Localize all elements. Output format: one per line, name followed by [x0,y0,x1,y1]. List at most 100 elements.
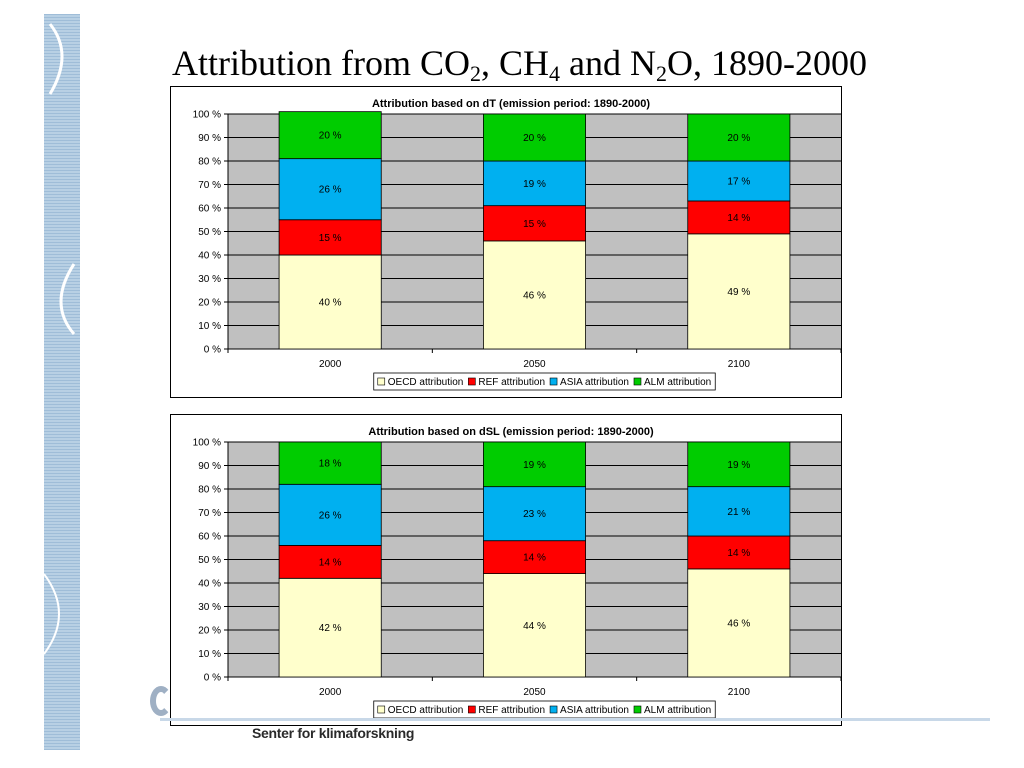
y-tick-label: 50 % [198,227,221,238]
y-tick-label: 30 % [198,602,221,613]
data-label: 17 % [727,176,750,187]
bar-segment-alm [483,113,586,162]
y-tick-label: 20 % [198,298,221,309]
data-label: 40 % [319,298,342,309]
y-tick-label: 70 % [198,508,221,519]
bar-segment-alm [687,441,791,488]
footer-org-name: Senter for klimaforskning [252,725,415,741]
bar-segment-asia [687,486,791,537]
y-tick-label: 40 % [198,579,221,590]
data-label: 21 % [727,507,750,518]
cicero-logo-mark [150,686,172,716]
bar-segment-alm [278,111,382,160]
legend-box [373,372,716,391]
data-label: 46 % [727,618,750,629]
bar-segment-oecd [483,573,586,678]
legend-label: OECD attribution [388,377,464,388]
data-label: 14 % [727,548,750,559]
bar-segment-oecd [278,254,382,350]
bar-segment-ref [278,544,382,579]
y-tick-label: 40 % [198,251,221,262]
data-label: 46 % [523,290,546,301]
bar-segment-ref [687,200,791,235]
x-tick-label: 2100 [728,359,751,370]
chart-dt-attribution: Attribution based on dT (emission period… [170,86,842,398]
bar-segment-oecd [687,568,791,678]
x-tick-label: 2100 [728,687,751,698]
legend-label: ALM attribution [644,705,711,716]
data-label: 42 % [319,623,342,634]
x-tick-label: 2000 [319,687,342,698]
bar-segment-alm [687,113,791,162]
side-decoration-strip [44,14,80,750]
y-tick-label: 100 % [193,438,221,449]
bar-segment-asia [687,160,791,202]
y-tick-label: 10 % [198,321,221,332]
legend-label: REF attribution [478,705,545,716]
data-label: 15 % [523,219,546,230]
legend: OECD attribution REF attribution ASIA attr… [373,372,716,391]
y-tick-label: 30 % [198,274,221,285]
legend-swatch [468,705,476,714]
bar-segment-asia [278,483,382,546]
data-label: 20 % [727,133,750,144]
x-tick-label: 2000 [319,359,342,370]
legend-label: OECD attribution [388,705,464,716]
data-label: 26 % [319,185,342,196]
data-label: 14 % [319,557,342,568]
bar-segment-alm [278,441,382,485]
data-label: 19 % [727,460,750,471]
y-tick-label: 0 % [204,673,221,684]
chart-dsl-attribution: Attribution based on dSL (emission perio… [170,414,842,726]
y-tick-label: 0 % [204,345,221,356]
bar-segment-ref [483,205,586,242]
legend-swatch [377,705,386,714]
data-label: 18 % [319,459,342,470]
bar-segment-ref [687,535,791,570]
x-tick-label: 2050 [523,687,546,698]
footer-divider [160,718,990,721]
data-label: 26 % [319,510,342,521]
data-label: 44 % [523,621,546,632]
y-tick-label: 20 % [198,626,221,637]
y-tick-label: 70 % [198,180,221,191]
chart-title: Attribution based on dSL (emission perio… [368,426,654,438]
bar-segment-alm [483,441,586,488]
chart-svg: Attribution based on dSL (emission perio… [193,426,841,719]
y-tick-label: 80 % [198,485,221,496]
data-label: 14 % [523,553,546,564]
data-label: 49 % [727,287,750,298]
legend-label: REF attribution [478,377,545,388]
y-tick-label: 60 % [198,204,221,215]
data-label: 20 % [523,133,546,144]
chart-title: Attribution based on dT (emission period… [372,98,650,110]
y-tick-label: 80 % [198,157,221,168]
bar-segment-ref [278,219,382,256]
legend-label: ASIA attribution [560,377,629,388]
data-label: 19 % [523,179,546,190]
legend-swatch [549,377,558,386]
y-tick-label: 50 % [198,555,221,566]
bar-segment-asia [483,160,586,207]
y-tick-label: 90 % [198,133,221,144]
bar-segment-oecd [687,233,791,350]
bar-segment-oecd [278,577,382,678]
data-label: 23 % [523,509,546,520]
bar-segment-oecd [483,240,586,350]
data-label: 15 % [319,233,342,244]
chart-svg: Attribution based on dT (emission period… [193,98,841,391]
y-tick-label: 60 % [198,532,221,543]
data-label: 14 % [727,213,750,224]
legend-swatch [633,705,642,714]
bar-segment-asia [483,486,586,542]
legend-swatch [633,377,642,386]
y-tick-label: 100 % [193,110,221,121]
legend-label: ALM attribution [644,377,711,388]
decorative-arcs [44,23,76,655]
data-label: 19 % [523,460,546,471]
bar-segment-asia [278,158,382,221]
x-tick-label: 2050 [523,359,546,370]
legend-swatch [468,377,476,386]
y-tick-label: 90 % [198,461,221,472]
legend-label: ASIA attribution [560,705,629,716]
